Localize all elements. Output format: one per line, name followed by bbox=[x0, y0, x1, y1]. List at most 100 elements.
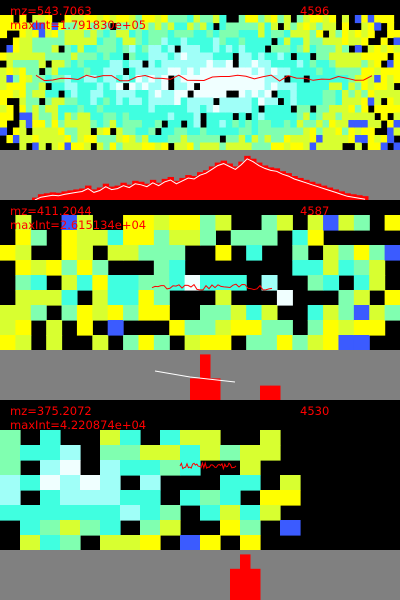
heatmap-cell bbox=[354, 127, 362, 136]
heatmap-cell bbox=[367, 75, 375, 84]
heatmap-cell bbox=[77, 97, 85, 106]
heatmap-cell bbox=[77, 37, 85, 46]
heatmap-cell bbox=[322, 45, 330, 54]
heatmap-cell bbox=[384, 215, 400, 231]
heatmap-cell bbox=[270, 52, 279, 61]
heatmap-cell bbox=[200, 60, 208, 69]
heatmap-cell bbox=[154, 142, 162, 150]
heatmap-cell bbox=[212, 142, 220, 150]
heatmap-cell bbox=[109, 82, 117, 91]
heatmap-cell bbox=[32, 30, 40, 39]
heatmap-cell bbox=[303, 105, 311, 114]
heatmap-cell bbox=[116, 22, 124, 31]
histogram-bar bbox=[338, 191, 345, 200]
heatmap-cell bbox=[290, 30, 298, 39]
heatmap-cell bbox=[38, 112, 46, 121]
heatmap-cell bbox=[40, 460, 61, 476]
heatmap-cell bbox=[329, 45, 337, 54]
heatmap-cell bbox=[116, 142, 124, 150]
heatmap-cell bbox=[316, 105, 324, 114]
heatmap-cell bbox=[393, 30, 400, 39]
heatmap-cell bbox=[103, 45, 111, 54]
heatmap-cell bbox=[251, 15, 259, 24]
heatmap-cell bbox=[245, 127, 253, 136]
heatmap-cell bbox=[103, 75, 111, 84]
heatmap-cell bbox=[70, 142, 79, 150]
heatmap-cell bbox=[40, 490, 61, 506]
heatmap-cell bbox=[264, 142, 272, 150]
heatmap-cell bbox=[148, 37, 156, 46]
heatmap-cell bbox=[116, 135, 124, 144]
heatmap-cell bbox=[187, 52, 195, 61]
histogram-2 bbox=[0, 350, 400, 400]
heatmap-cell bbox=[12, 60, 20, 69]
heatmap-cell bbox=[215, 215, 232, 231]
heatmap-cell bbox=[76, 305, 93, 321]
heatmap-cell bbox=[212, 90, 220, 99]
heatmap-cell bbox=[212, 82, 220, 91]
heatmap-cell bbox=[245, 22, 253, 31]
heatmap-cell bbox=[323, 245, 340, 261]
heatmap-cell bbox=[215, 320, 232, 336]
heatmap-cell bbox=[135, 82, 143, 91]
heatmap-cell bbox=[225, 52, 233, 61]
heatmap-cell bbox=[264, 127, 272, 136]
heatmap-cell bbox=[64, 120, 72, 129]
heatmap-cell bbox=[187, 112, 195, 121]
heatmap-cell bbox=[174, 135, 182, 144]
heatmap-cell bbox=[0, 127, 8, 136]
heatmap-cell bbox=[123, 305, 140, 321]
heatmap-cell bbox=[303, 97, 311, 106]
heatmap-cell bbox=[167, 67, 175, 76]
heatmap-cell bbox=[367, 15, 375, 24]
heatmap-cell bbox=[219, 142, 227, 150]
heatmap-cell bbox=[174, 90, 182, 99]
heatmap-cell bbox=[64, 135, 72, 144]
histogram-bar bbox=[144, 183, 151, 200]
heatmap-cell bbox=[292, 260, 309, 276]
heatmap-cell bbox=[109, 15, 117, 24]
heatmap-cell bbox=[38, 22, 46, 31]
heatmap-cell bbox=[116, 45, 124, 54]
heatmap-cell bbox=[70, 82, 79, 91]
heatmap-cell bbox=[387, 105, 395, 114]
heatmap-cell bbox=[122, 30, 130, 39]
heatmap-cell bbox=[303, 112, 311, 121]
heatmap-cell bbox=[348, 112, 356, 121]
heatmap-cell bbox=[246, 320, 263, 336]
heatmap-cell bbox=[374, 45, 382, 54]
heatmap-cell bbox=[122, 15, 130, 24]
histogram-bar bbox=[96, 187, 104, 200]
heatmap-cell bbox=[384, 290, 400, 306]
heatmap-cell bbox=[174, 97, 182, 106]
heatmap-cell bbox=[212, 15, 220, 24]
heatmap-cell bbox=[341, 82, 349, 91]
heatmap-cell bbox=[283, 67, 291, 76]
histogram-bar bbox=[260, 385, 271, 400]
heatmap-cell bbox=[0, 505, 21, 521]
heatmap-cell bbox=[393, 127, 400, 136]
histogram-bar bbox=[210, 378, 221, 400]
heatmap-cell bbox=[212, 37, 220, 46]
heatmap-cell bbox=[200, 15, 208, 24]
heatmap-cell bbox=[335, 142, 343, 150]
heatmap-cell bbox=[238, 120, 246, 129]
heatmap-cell bbox=[316, 120, 324, 129]
heatmap-cell bbox=[25, 82, 33, 91]
heatmap-cell bbox=[206, 37, 214, 46]
heatmap-cell bbox=[212, 105, 220, 114]
heatmap-cell bbox=[12, 127, 20, 136]
heatmap-cell bbox=[12, 67, 20, 76]
heatmap-cell bbox=[32, 135, 40, 144]
heatmap-cell bbox=[393, 67, 400, 76]
histogram-bar bbox=[108, 186, 116, 200]
heatmap-cell bbox=[307, 320, 324, 336]
heatmap-cell bbox=[290, 45, 298, 54]
heatmap-cell bbox=[19, 52, 27, 61]
heatmap-cell bbox=[51, 120, 59, 129]
heatmap-cell bbox=[329, 135, 337, 144]
heatmap-cell bbox=[322, 67, 330, 76]
heatmap-cell bbox=[245, 67, 253, 76]
heatmap-cell bbox=[303, 45, 311, 54]
heatmap-cell bbox=[148, 127, 156, 136]
